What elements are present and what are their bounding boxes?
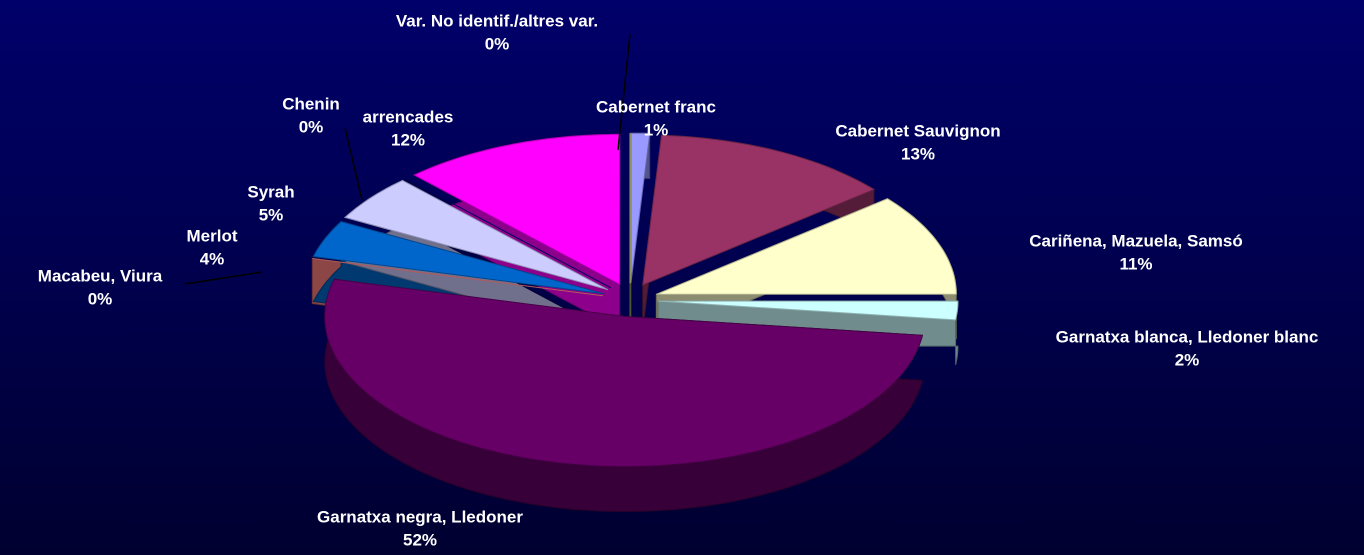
slice [657,300,959,321]
slice-value-label: 0% [299,117,324,136]
slice-value-label: 52% [403,530,437,549]
slice [343,179,609,291]
slice-value-label: 2% [1175,350,1200,369]
slice-label: Cabernet franc [596,97,716,116]
slice [324,278,924,467]
slice [312,221,605,295]
slice [642,134,876,286]
slice [312,258,603,297]
slice-label: Chenin [282,94,340,113]
labels: Cabernet franc 1% Cabernet Sauvignon 13% Car… [38,11,1319,549]
slice-label: arrencades [363,107,454,126]
slice-label: Cabernet Sauvignon [835,121,1000,140]
slice-value-label: 13% [901,144,935,163]
slice [656,198,957,295]
slice-label: Garnatxa blanca, Lledoner blanc [1056,327,1319,346]
slice-value-label: 11% [1119,254,1152,273]
slice [405,177,612,289]
slice-value-label: 5% [259,205,284,224]
slice-value-label: 0% [88,289,113,308]
slice-value-label: 4% [200,249,225,268]
leader-lines [184,33,631,285]
slice-label: Macabeu, Viura [38,266,163,285]
leader-line [184,271,263,285]
slice [630,132,651,284]
slice-label: Var. No identif./altres var. [396,11,598,30]
slice-value-label: 12% [391,130,425,149]
slice-tops [312,132,959,467]
slice-label: Cariñena, Mazuela, Samsó [1029,231,1243,250]
slice-label: Syrah [247,182,294,201]
slice-value-label: 0% [485,34,510,53]
slice-label: Merlot [187,226,238,245]
slice-value-label: 1% [644,120,669,139]
leader-line [344,127,363,201]
slice-label: Garnatxa negra, Lledoner [317,507,523,526]
leader-line [617,33,631,151]
slice [413,133,621,286]
